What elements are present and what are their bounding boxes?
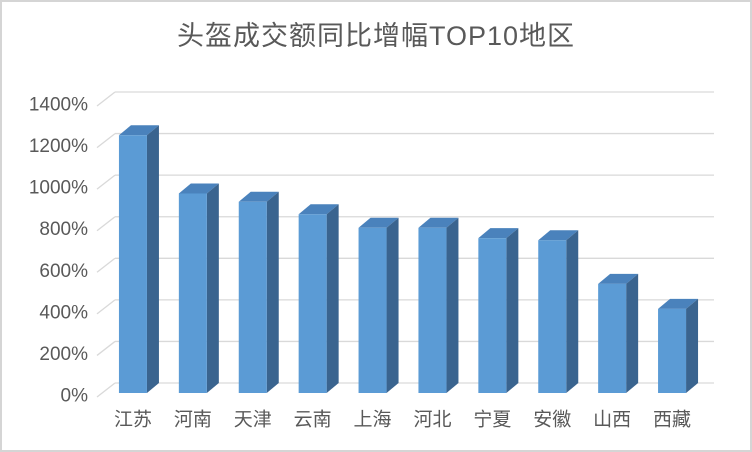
x-category-label: 天津 xyxy=(234,409,272,431)
bar-front-face xyxy=(538,240,567,393)
bar-top-face xyxy=(238,191,279,202)
bar-front-face xyxy=(598,283,627,393)
bar-group xyxy=(478,228,519,393)
bar-side-face xyxy=(626,273,639,393)
chart-title: 头盔成交额同比增幅TOP10地区 xyxy=(176,21,576,51)
x-category-label: 云南 xyxy=(294,409,332,431)
x-category-label: 宁夏 xyxy=(473,409,511,431)
bar-side-face xyxy=(686,298,699,393)
bar-top-face xyxy=(658,298,699,309)
bar-front-face xyxy=(358,227,387,393)
axis-labels-layer: 0% 200% 400% 600% 800% 1000% 1200% 1400% 江苏 河南 天津云… xyxy=(29,95,691,431)
bar-front-face xyxy=(118,135,147,394)
bar-group xyxy=(538,230,579,393)
bar-group xyxy=(298,204,339,393)
y-axis-tick-label: 800% xyxy=(39,219,88,240)
x-category-label: 安徽 xyxy=(533,409,571,431)
bar-side-face xyxy=(566,230,579,393)
bar-top-face xyxy=(178,183,219,194)
bar-front-face xyxy=(418,227,447,393)
x-category-label: 西藏 xyxy=(653,409,691,431)
x-category-label: 河北 xyxy=(413,409,451,431)
bar-top-face xyxy=(298,204,339,215)
bar-group xyxy=(238,191,279,393)
bar-front-face xyxy=(238,201,267,393)
x-category-label: 江苏 xyxy=(114,409,152,431)
bar-group xyxy=(418,217,459,393)
y-axis-tick-label: 1200% xyxy=(29,136,88,157)
bar-side-face xyxy=(506,228,519,393)
y-tick-connector xyxy=(96,91,116,107)
bar-top-face xyxy=(598,273,639,284)
bar-top-face xyxy=(358,217,399,228)
bars-layer xyxy=(118,125,699,394)
x-category-label: 上海 xyxy=(354,409,392,431)
y-tick-connector xyxy=(96,216,116,232)
bar-top-face xyxy=(538,230,579,241)
y-tick-connector xyxy=(96,133,116,149)
bar-side-face xyxy=(386,217,399,393)
y-axis-tick-label: 600% xyxy=(39,261,88,282)
bar-side-face xyxy=(266,191,279,393)
bar-front-face xyxy=(478,238,507,393)
bar-front-face xyxy=(178,193,207,393)
bar-group xyxy=(358,217,399,393)
bar-side-face xyxy=(326,204,339,393)
bar-top-face xyxy=(418,217,459,228)
bar-front-face xyxy=(658,308,687,393)
bar-group xyxy=(598,273,639,393)
bar-top-face xyxy=(118,125,159,136)
y-tick-connector xyxy=(96,382,116,398)
x-category-label: 山西 xyxy=(593,409,631,431)
bar-front-face xyxy=(298,214,327,393)
bar-group xyxy=(178,183,219,393)
y-axis-tick-label: 400% xyxy=(39,302,88,323)
bar-side-face xyxy=(206,183,219,393)
y-tick-connector xyxy=(96,299,116,315)
y-axis-tick-label: 0% xyxy=(61,386,89,407)
x-category-label: 河南 xyxy=(174,409,212,431)
y-axis-tick-label: 1000% xyxy=(29,178,88,199)
bar-side-face xyxy=(146,125,159,394)
y-axis-tick-label: 200% xyxy=(39,344,88,365)
y-axis-tick-label: 1400% xyxy=(29,95,88,116)
y-tick-connector xyxy=(96,257,116,273)
bar-top-face xyxy=(478,228,519,239)
bar-group xyxy=(118,125,159,394)
bar-side-face xyxy=(446,217,459,393)
y-tick-connector xyxy=(96,174,116,190)
bar-group xyxy=(658,298,699,393)
y-tick-connector xyxy=(96,340,116,356)
